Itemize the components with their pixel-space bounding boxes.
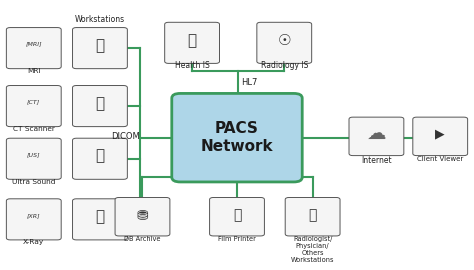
Text: MRI: MRI (27, 68, 41, 74)
FancyBboxPatch shape (6, 28, 61, 69)
FancyBboxPatch shape (164, 22, 219, 63)
Text: PACS
Network: PACS Network (201, 122, 273, 154)
FancyBboxPatch shape (115, 197, 170, 236)
Text: HL7: HL7 (241, 78, 257, 87)
FancyBboxPatch shape (73, 199, 128, 240)
Text: ☉: ☉ (277, 33, 291, 48)
Text: Film Printer: Film Printer (218, 237, 256, 242)
FancyBboxPatch shape (285, 197, 340, 236)
FancyBboxPatch shape (6, 199, 61, 240)
Text: Workstations: Workstations (75, 15, 125, 24)
Text: ⌗: ⌗ (95, 96, 104, 111)
FancyBboxPatch shape (73, 86, 128, 127)
Text: ☁: ☁ (367, 124, 386, 143)
Text: ⌗: ⌗ (95, 209, 104, 224)
Text: ⛃: ⛃ (137, 208, 148, 222)
FancyBboxPatch shape (257, 22, 312, 63)
FancyBboxPatch shape (73, 138, 128, 179)
FancyBboxPatch shape (413, 117, 468, 156)
FancyBboxPatch shape (172, 93, 302, 182)
FancyBboxPatch shape (6, 86, 61, 127)
Text: ⎙: ⎙ (233, 208, 241, 222)
Text: ⌗: ⌗ (95, 148, 104, 164)
Text: Health IS: Health IS (175, 61, 210, 70)
Text: DB Archive: DB Archive (124, 237, 161, 242)
FancyBboxPatch shape (210, 197, 264, 236)
Text: [US]: [US] (27, 152, 41, 157)
FancyBboxPatch shape (6, 138, 61, 179)
Text: ⌗: ⌗ (95, 38, 104, 53)
Text: ⌗: ⌗ (309, 208, 317, 222)
Text: DICOM: DICOM (111, 132, 140, 141)
Text: [MRI]: [MRI] (26, 42, 42, 47)
Text: ▶: ▶ (436, 127, 445, 140)
Text: X-Ray: X-Ray (23, 239, 45, 245)
FancyBboxPatch shape (349, 117, 404, 156)
Text: [XR]: [XR] (27, 213, 41, 218)
Text: CT Scanner: CT Scanner (13, 126, 55, 132)
FancyBboxPatch shape (73, 28, 128, 69)
Text: Internet: Internet (361, 156, 392, 165)
Text: ⌕: ⌕ (188, 33, 197, 48)
Text: [CT]: [CT] (27, 100, 40, 104)
Text: Ultra Sound: Ultra Sound (12, 178, 55, 184)
Text: Radiology IS: Radiology IS (261, 61, 308, 70)
Text: Client Viewer: Client Viewer (417, 156, 464, 162)
Text: Radiologist/
Physician/
Others
Workstations: Radiologist/ Physician/ Others Workstati… (291, 237, 334, 264)
